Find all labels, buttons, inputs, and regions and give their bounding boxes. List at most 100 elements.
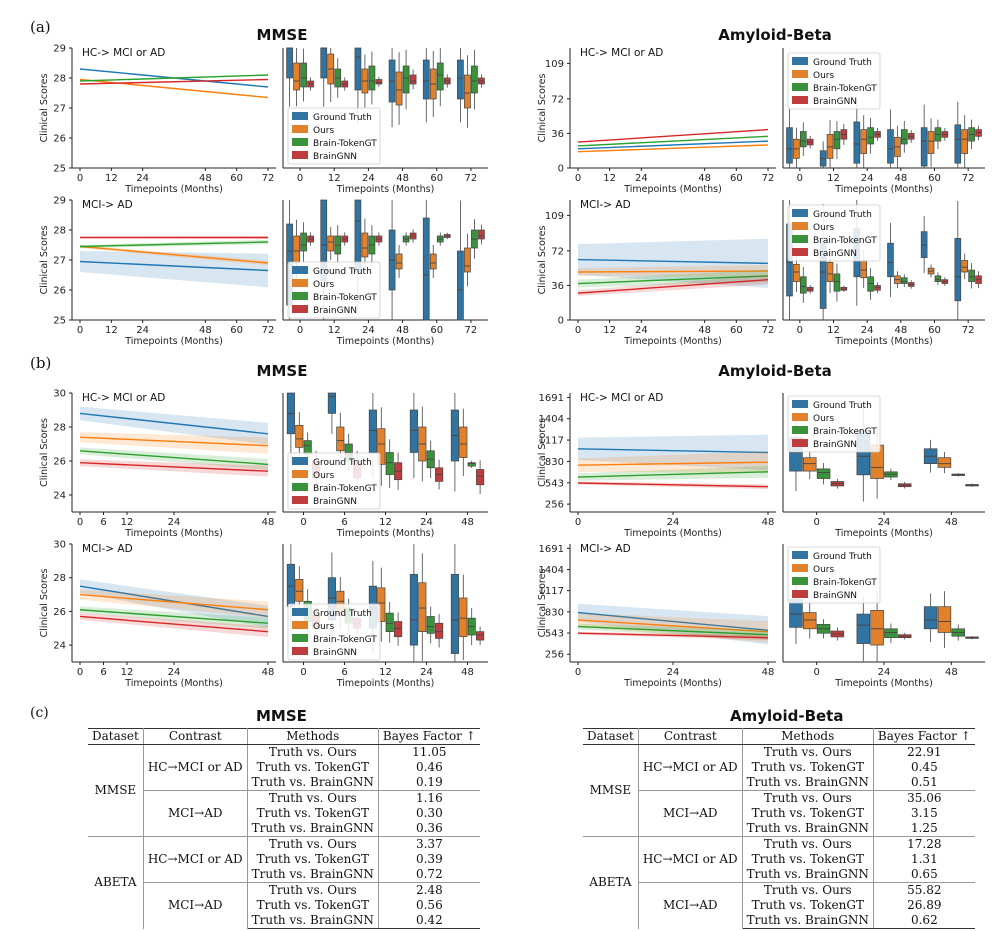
b-abeta-mci-box-xtick-label: 24 [878, 667, 891, 678]
b-abeta-mci-band-ground-truth [578, 603, 768, 645]
table-bayes-factor-cell: 0.62 [873, 913, 975, 929]
table-header: Bayes Factor ↑ [873, 728, 975, 745]
a-mmse-mci-box-xtick-label: 12 [328, 325, 341, 336]
a-abeta-hc-box-legend-label: Ground Truth [813, 58, 872, 68]
b-mmse-hc-ylabel: Clinical Scores [39, 418, 50, 487]
a-mmse-hc-box-xtick-label: 12 [328, 173, 341, 184]
a-abeta-hc-ytick-label: 0 [558, 164, 564, 175]
table-bayes-factor-cell: 0.42 [378, 913, 480, 929]
b-mmse-hc-ytick-label: 24 [53, 491, 66, 502]
a-mmse-mci-xtick-label: 0 [77, 325, 83, 336]
b-mmse-hc-box-xtick-label: 48 [461, 517, 474, 528]
a-mmse-hc-box-box-ground-truth [354, 47, 362, 91]
table-method-cell: Truth vs. TokenGT [247, 806, 379, 821]
a-mmse-hc-line-brain-tokengt [79, 74, 269, 82]
b-mmse-mci-box-box-brain-tokengt [426, 616, 435, 634]
figure-canvas: (a) MMSE Amyloid-Beta (b) MMSE Amyloid-Beta 25… [30, 18, 985, 689]
a-mmse-hc-box-xtick-label: 48 [396, 173, 409, 184]
table-right-title: Amyloid-Beta [730, 707, 844, 725]
a-abeta-mci-band-ground-truth [578, 238, 768, 288]
b-abeta-hc-box-legend-label: BrainGNN [813, 440, 857, 450]
a-abeta-mci-line-ours [577, 270, 769, 273]
a-abeta-hc-box-box-braingnn [975, 129, 982, 137]
a-mmse-hc-xtick-label: 60 [230, 173, 243, 184]
b-abeta-mci-xtick-label: 24 [667, 667, 680, 678]
b-abeta-mci-line-ours [577, 619, 769, 633]
a-mmse-mci-box-xtick-label: 60 [430, 325, 443, 336]
a-abeta-hc-xtick-label: 24 [635, 173, 648, 184]
b-mmse-hc-box-legend-label: Brain-TokenGT [313, 484, 377, 494]
table-bayes-factor-cell: 3.15 [910, 806, 938, 820]
a-abeta-hc-box-legend-label: BrainGNN [813, 97, 857, 107]
section-b-title-right: Amyloid-Beta [718, 362, 831, 380]
b-mmse-mci-box-xtick-label: 48 [461, 667, 474, 678]
b-mmse-hc-box-box-brain-tokengt [303, 440, 312, 455]
a-abeta-hc-ytick-label: 72 [551, 94, 564, 105]
b-abeta-mci-xlabel: Timepoints (Months) [623, 678, 722, 689]
a-mmse-mci-ytick-label: 25 [53, 316, 66, 327]
a-mmse-hc-box-legend-label: BrainGNN [313, 152, 357, 162]
a-abeta-mci-box-legend-label: BrainGNN [813, 249, 857, 259]
a-mmse-mci-box-legend-label: Ground Truth [313, 267, 372, 277]
b-abeta-hc-ytick-label: 1404 [539, 414, 564, 425]
a-mmse-mci-box-box-ours [464, 247, 471, 273]
a-mmse-mci-box-box-ours [429, 253, 437, 270]
a-mmse-hc-box-box-ground-truth [286, 47, 293, 79]
b-abeta-mci-box-legend-label: Ours [813, 565, 834, 575]
a-abeta-mci-box-legend-label: Ours [813, 223, 834, 233]
a-abeta-mci-box-xlabel: Timepoints (Months) [834, 336, 933, 347]
b-mmse-hc-box-legend-swatch [292, 457, 308, 465]
b-mmse-hc-band-brain-tokengt [80, 447, 268, 470]
b-abeta-hc-xtick-label: 24 [667, 517, 680, 528]
table-contrast-cell: MCI→AD [143, 882, 248, 929]
b-mmse-mci-box-legend-label: BrainGNN [313, 648, 357, 658]
b-abeta-hc-box-legend-swatch [792, 439, 808, 447]
b-mmse-hc-box-box-ground-truth [327, 392, 336, 414]
b-abeta-mci-box-legend-frame [787, 546, 881, 604]
a-mmse-mci-line-ground-truth [79, 260, 269, 272]
a-mmse-mci-box-xtick-label: 24 [362, 325, 375, 336]
a-abeta-hc-xtick-label: 60 [730, 173, 743, 184]
b-abeta-mci-box-xtick-label: 48 [945, 667, 958, 678]
table-dataset-cell: ABETA [583, 836, 639, 929]
table-method-cell: Truth vs. Ours [742, 744, 874, 760]
a-abeta-mci-ytick-label: 72 [551, 246, 564, 257]
a-abeta-hc-ylabel: Clinical Scores [537, 74, 548, 143]
a-mmse-hc-box-box-brain-tokengt [471, 65, 478, 94]
a-mmse-mci-box-box-ground-truth [422, 217, 430, 321]
a-mmse-mci-xtick-label: 48 [199, 325, 212, 336]
a-abeta-mci-box-box-brain-tokengt [934, 275, 942, 282]
a-mmse-mci-box-box-ground-truth [354, 199, 362, 273]
a-abeta-hc-xtick-label: 72 [762, 173, 775, 184]
table-left-title: MMSE [256, 707, 307, 725]
b-abeta-mci-box-xtick-label: 0 [813, 667, 819, 678]
table-dataset-cell: ABETA [88, 836, 144, 929]
b-abeta-hc-ytick-label: 543 [545, 478, 564, 489]
a-mmse-mci-box-legend-label: Ours [313, 280, 334, 290]
b-abeta-hc-box-legend-label: Ours [813, 414, 834, 424]
b-mmse-hc-line-brain-tokengt [79, 450, 269, 466]
a-abeta-hc-box-xtick-label: 12 [827, 173, 840, 184]
a-mmse-mci-box-box-ours [293, 235, 300, 264]
table-bayes-factor-cell: 0.39 [415, 852, 443, 866]
a-mmse-hc-box-xtick-label: 60 [430, 173, 443, 184]
a-mmse-hc-box-box-ground-truth [457, 59, 464, 100]
b-mmse-mci-box-legend-label: Ours [313, 622, 334, 632]
b-mmse-hc-box-box-ours [459, 426, 468, 458]
a-mmse-mci-box-xtick-label: 72 [465, 325, 478, 336]
b-mmse-mci-ytick-label: 24 [53, 641, 66, 652]
a-mmse-hc-box-xtick-label: 24 [362, 173, 375, 184]
table-bayes-factor-cell: 0.30 [415, 806, 443, 820]
a-mmse-hc-box-xlabel: Timepoints (Months) [336, 184, 435, 195]
table-bayes-factor-cell: 0.19 [415, 775, 443, 789]
b-abeta-mci-box-legend-label: Ground Truth [813, 552, 872, 562]
a-abeta-mci-box-legend-label: Ground Truth [813, 210, 872, 220]
a-abeta-hc-line-brain-tokengt [577, 135, 769, 147]
a-abeta-mci-box-box-ours [793, 263, 800, 282]
b-mmse-mci-box-legend-frame [287, 603, 381, 661]
a-mmse-hc-box-legend-swatch [292, 151, 308, 159]
b-mmse-hc-box-box-braingnn [476, 469, 485, 486]
table-header: Contrast [143, 728, 248, 745]
table-bayes-factor-cell: 0.65 [910, 867, 938, 881]
a-abeta-mci-box-box-braingnn [840, 287, 848, 291]
